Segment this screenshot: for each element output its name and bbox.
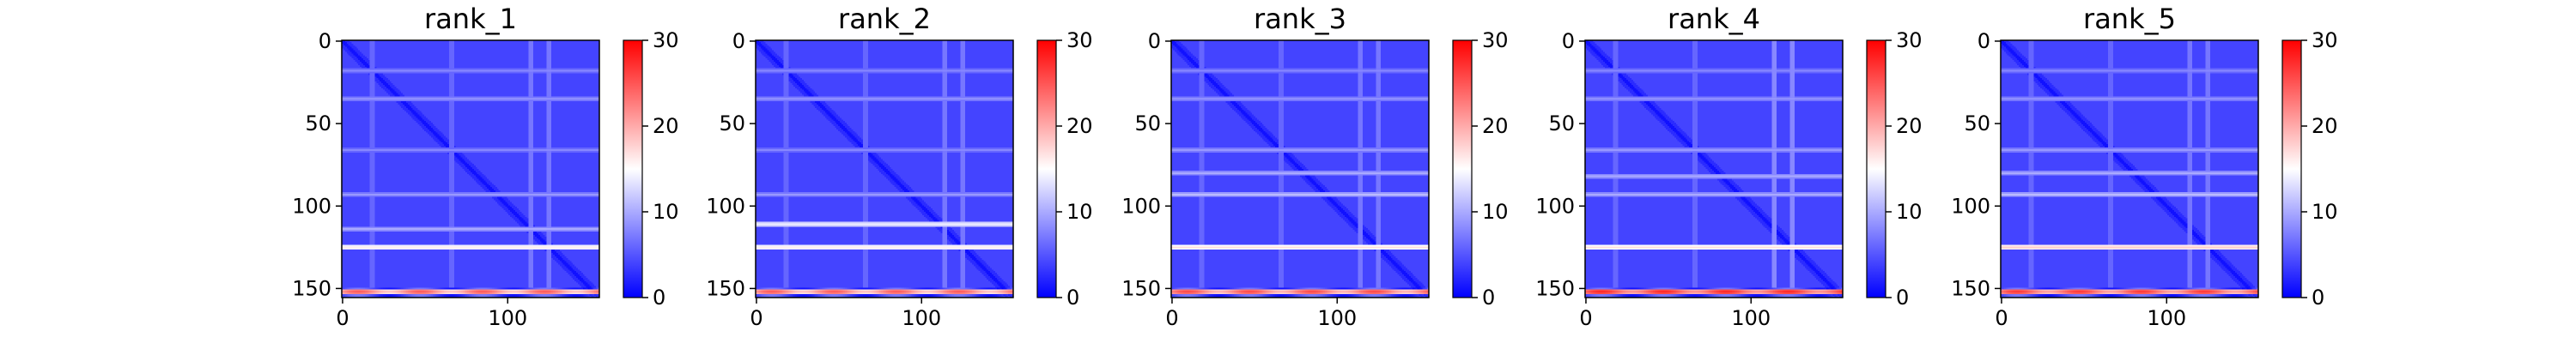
panel-title: rank_3 bbox=[1254, 3, 1346, 35]
colorbar bbox=[1866, 39, 1886, 298]
y-tick-label: 100 bbox=[1121, 194, 1161, 218]
y-tick-label: 150 bbox=[1535, 276, 1575, 300]
x-tick-label: 100 bbox=[902, 306, 941, 330]
colorbar-tick-label: 0 bbox=[653, 286, 665, 310]
x-tick-label: 100 bbox=[488, 306, 527, 330]
x-tick-label: 100 bbox=[2147, 306, 2186, 330]
x-tick-label: 0 bbox=[1579, 306, 1592, 330]
colorbar-tick-label: 10 bbox=[1896, 200, 1923, 224]
colorbar-tick-label: 20 bbox=[1896, 114, 1923, 138]
x-tick-label: 100 bbox=[1317, 306, 1357, 330]
colorbar-tick-label: 10 bbox=[1482, 200, 1509, 224]
colorbar-tick-label: 10 bbox=[1066, 200, 1093, 224]
colorbar-tick-label: 30 bbox=[1482, 28, 1509, 52]
x-tick-label: 0 bbox=[750, 306, 762, 330]
colorbar-tick-label: 30 bbox=[1066, 28, 1093, 52]
y-tick-label: 0 bbox=[1978, 29, 1990, 53]
y-tick-label: 50 bbox=[1964, 111, 1990, 135]
y-tick-label: 0 bbox=[1562, 29, 1575, 53]
colorbar bbox=[1036, 39, 1057, 298]
axes-frame bbox=[341, 39, 600, 298]
x-tick-label: 0 bbox=[1995, 306, 2008, 330]
y-tick-label: 150 bbox=[1121, 276, 1161, 300]
heatmap-image bbox=[2001, 40, 2258, 298]
heatmap-image bbox=[756, 40, 1013, 298]
colorbar-tick-label: 30 bbox=[653, 28, 679, 52]
colorbar-tick-label: 0 bbox=[1482, 286, 1495, 310]
heatmap-image bbox=[342, 40, 599, 298]
y-tick-label: 50 bbox=[305, 111, 331, 135]
colorbar-tick-label: 0 bbox=[2312, 286, 2324, 310]
colorbar-tick-label: 20 bbox=[653, 114, 679, 138]
panel-title: rank_4 bbox=[1668, 3, 1760, 35]
axes-frame bbox=[1170, 39, 1430, 298]
y-tick-label: 100 bbox=[1951, 194, 1990, 218]
colorbar-tick-label: 20 bbox=[2312, 114, 2338, 138]
colorbar-tick-label: 30 bbox=[1896, 28, 1923, 52]
y-tick-label: 0 bbox=[319, 29, 331, 53]
y-tick-label: 0 bbox=[1148, 29, 1161, 53]
y-tick-label: 150 bbox=[292, 276, 331, 300]
x-tick-label: 0 bbox=[1165, 306, 1178, 330]
colorbar-tick-label: 0 bbox=[1066, 286, 1079, 310]
x-tick-label: 0 bbox=[336, 306, 349, 330]
colorbar-tick-label: 10 bbox=[2312, 200, 2338, 224]
y-tick-label: 100 bbox=[1535, 194, 1575, 218]
panel-title: rank_5 bbox=[2083, 3, 2176, 35]
x-tick-label: 100 bbox=[1731, 306, 1771, 330]
y-tick-label: 0 bbox=[732, 29, 745, 53]
colorbar bbox=[2281, 39, 2302, 298]
y-tick-label: 50 bbox=[1548, 111, 1575, 135]
y-tick-label: 100 bbox=[706, 194, 745, 218]
colorbar-tick-label: 20 bbox=[1066, 114, 1093, 138]
axes-frame bbox=[2000, 39, 2259, 298]
panel-title: rank_1 bbox=[424, 3, 517, 35]
colorbar-tick-label: 10 bbox=[653, 200, 679, 224]
colorbar-tick-label: 0 bbox=[1896, 286, 1909, 310]
colorbar-tick-label: 30 bbox=[2312, 28, 2338, 52]
y-tick-label: 150 bbox=[1951, 276, 1990, 300]
colorbar bbox=[1452, 39, 1473, 298]
axes-frame bbox=[1584, 39, 1844, 298]
heatmap-image bbox=[1585, 40, 1843, 298]
heatmap-image bbox=[1171, 40, 1429, 298]
panel-title: rank_2 bbox=[838, 3, 931, 35]
colorbar bbox=[623, 39, 643, 298]
axes-frame bbox=[755, 39, 1014, 298]
y-tick-label: 150 bbox=[706, 276, 745, 300]
y-tick-label: 50 bbox=[1134, 111, 1161, 135]
colorbar-tick-label: 20 bbox=[1482, 114, 1509, 138]
y-tick-label: 50 bbox=[719, 111, 745, 135]
y-tick-label: 100 bbox=[292, 194, 331, 218]
